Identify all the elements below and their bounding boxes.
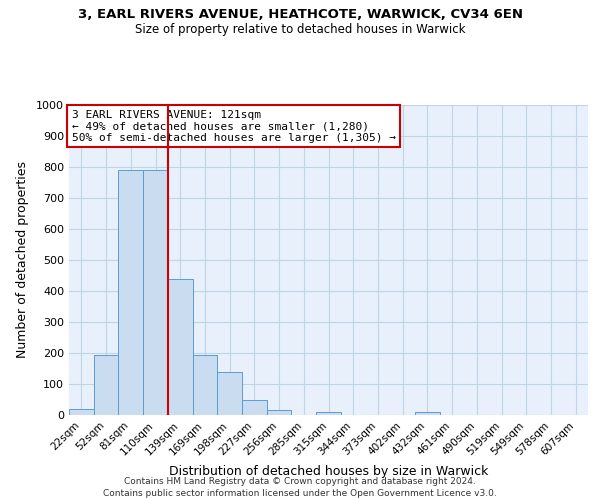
Bar: [143, 170, 168, 415]
Bar: [69, 409, 94, 415]
Bar: [267, 410, 292, 415]
Text: 3, EARL RIVERS AVENUE, HEATHCOTE, WARWICK, CV34 6EN: 3, EARL RIVERS AVENUE, HEATHCOTE, WARWIC…: [77, 8, 523, 20]
X-axis label: Distribution of detached houses by size in Warwick: Distribution of detached houses by size …: [169, 465, 488, 478]
Y-axis label: Number of detached properties: Number of detached properties: [16, 162, 29, 358]
Text: Size of property relative to detached houses in Warwick: Size of property relative to detached ho…: [135, 22, 465, 36]
Bar: [242, 400, 267, 415]
Bar: [118, 170, 143, 415]
Bar: [193, 354, 217, 415]
Text: Contains public sector information licensed under the Open Government Licence v3: Contains public sector information licen…: [103, 489, 497, 498]
Bar: [316, 412, 341, 415]
Bar: [94, 354, 118, 415]
Text: Contains HM Land Registry data © Crown copyright and database right 2024.: Contains HM Land Registry data © Crown c…: [124, 478, 476, 486]
Bar: [217, 372, 242, 415]
Text: 3 EARL RIVERS AVENUE: 121sqm
← 49% of detached houses are smaller (1,280)
50% of: 3 EARL RIVERS AVENUE: 121sqm ← 49% of de…: [71, 110, 395, 143]
Bar: [415, 412, 440, 415]
Bar: [168, 278, 193, 415]
